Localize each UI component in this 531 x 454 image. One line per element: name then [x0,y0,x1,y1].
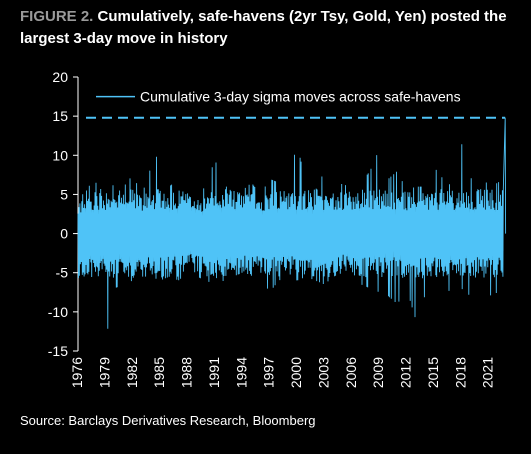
series-sigma-moves [77,117,507,329]
x-tick-label: 2006 [343,357,359,388]
series-line [77,117,507,329]
x-tick-label: 2012 [398,357,414,388]
y-tick-label: 10 [52,147,68,163]
x-tick-label: 2021 [480,357,496,388]
figure-label: FIGURE 2. [20,8,94,25]
x-tick-label: 2003 [315,357,331,388]
x-tick-label: 1994 [233,357,249,388]
x-tick-label: 1997 [261,357,277,388]
x-tick-label: 1976 [69,357,85,388]
legend-label: Cumulative 3-day sigma moves across safe… [140,89,461,105]
y-tick-label: 0 [60,226,68,242]
x-tick-label: 2009 [370,357,386,388]
x-tick-label: 1979 [96,357,112,388]
x-tick-label: 1985 [151,357,167,388]
x-tick-label: 2018 [452,357,468,388]
y-tick-label: 20 [52,69,68,85]
x-tick-label: 2015 [425,357,441,388]
chart-title: FIGURE 2. Cumulatively, safe-havens (2yr… [20,6,525,50]
x-tick-label: 1988 [179,357,195,388]
y-tick-label: 5 [60,186,68,202]
x-tick-label: 1991 [206,357,222,388]
y-tick-label: 15 [52,108,68,124]
figure-title-text: Cumulatively, safe-havens (2yr Tsy, Gold… [20,8,507,47]
y-tick-label: -15 [48,343,68,359]
source-note: Source: Barclays Derivatives Research, B… [20,413,316,428]
x-tick-label: 2000 [288,357,304,388]
chart: -15 -10 -5 0 5 10 15 20 1976 1979 1982 1985 1988 1991… [48,69,507,388]
y-tick-label: -5 [56,265,69,281]
x-tick-label: 1982 [124,357,140,388]
y-tick-label: -10 [48,304,68,320]
